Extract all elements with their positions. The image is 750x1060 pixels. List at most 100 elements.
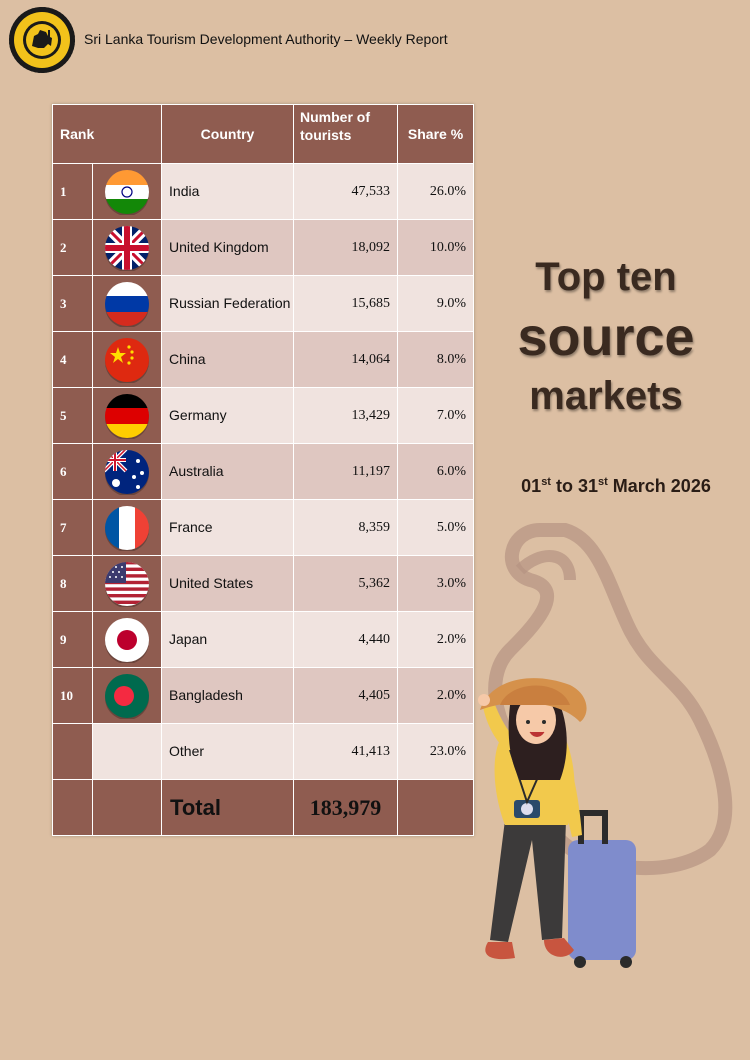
number-cell: 11,197 (293, 443, 399, 500)
table-row: 2 United Kingdom 18,092 10.0% (52, 219, 475, 276)
page-title: Top ten source markets (486, 250, 726, 422)
number-cell: 4,440 (293, 611, 399, 668)
flag-cell (91, 331, 163, 388)
date-separator: to (550, 476, 578, 496)
france-flag-icon (104, 505, 150, 551)
table-row: 5 Germany 13,429 7.0% (52, 387, 475, 444)
india-flag-icon (104, 169, 150, 215)
table-row: 1 India 47,533 26.0% (52, 163, 475, 220)
title-line-3: markets (529, 374, 683, 418)
share-header: Share % (397, 104, 475, 164)
table-row: 4 China 14,064 8.0% (52, 331, 475, 388)
rank-cell: 5 (52, 387, 93, 444)
number-cell: 15,685 (293, 275, 399, 332)
country-cell: Germany (161, 387, 295, 444)
sltda-lion-emblem-icon (9, 7, 75, 73)
number-cell: 14,064 (293, 331, 399, 388)
russia-flag-icon (104, 281, 150, 327)
share-cell: 9.0% (397, 275, 475, 332)
country-cell: United Kingdom (161, 219, 295, 276)
number-header: Number of tourists (293, 104, 399, 164)
country-cell: India (161, 163, 295, 220)
share-cell: 2.0% (397, 667, 475, 724)
flag-cell (91, 499, 163, 556)
date-range: 01st to 31st March 2026 (486, 476, 746, 497)
total-label-cell: Total (161, 779, 295, 836)
country-cell: Russian Federation (161, 275, 295, 332)
total-row: Total 183,979 (52, 779, 475, 836)
report-header: Sri Lanka Tourism Development Authority … (0, 0, 750, 80)
country-cell: Japan (161, 611, 295, 668)
number-cell: 4,405 (293, 667, 399, 724)
title-line-1: Top ten (535, 255, 677, 299)
table-row: 3 Russian Federation 15,685 9.0% (52, 275, 475, 332)
number-cell: 5,362 (293, 555, 399, 612)
table-row: 7 France 8,359 5.0% (52, 499, 475, 556)
total-empty-cell (397, 779, 475, 836)
share-cell: 26.0% (397, 163, 475, 220)
united-states-flag-icon (104, 561, 150, 607)
united-kingdom-flag-icon (104, 225, 150, 271)
report-header-title: Sri Lanka Tourism Development Authority … (84, 31, 448, 47)
traveler-woman-with-suitcase-icon (478, 523, 733, 968)
rank-cell: 2 (52, 219, 93, 276)
table-row: 6 Australia 11,197 6.0% (52, 443, 475, 500)
share-cell: 5.0% (397, 499, 475, 556)
flag-cell (91, 443, 163, 500)
rank-cell: 7 (52, 499, 93, 556)
flag-cell (91, 555, 163, 612)
other-number-cell: 41,413 (293, 723, 399, 780)
number-cell: 47,533 (293, 163, 399, 220)
china-flag-icon (104, 337, 150, 383)
flag-cell (91, 387, 163, 444)
title-line-2: source (517, 307, 695, 367)
total-empty-cell (52, 779, 93, 836)
share-cell: 8.0% (397, 331, 475, 388)
flag-cell (91, 275, 163, 332)
table-row: 9 Japan 4,440 2.0% (52, 611, 475, 668)
total-number-cell: 183,979 (293, 779, 399, 836)
other-row: Other 41,413 23.0% (52, 723, 475, 780)
rank-header: Rank (51, 104, 163, 164)
share-cell: 7.0% (397, 387, 475, 444)
share-cell: 3.0% (397, 555, 475, 612)
country-cell: Bangladesh (161, 667, 295, 724)
rank-cell: 1 (52, 163, 93, 220)
flag-cell (91, 219, 163, 276)
country-cell: Australia (161, 443, 295, 500)
total-empty-cell (91, 779, 163, 836)
japan-flag-icon (104, 617, 150, 663)
rank-cell: 10 (52, 667, 93, 724)
country-cell: China (161, 331, 295, 388)
table-row: 10 Bangladesh 4,405 2.0% (52, 667, 475, 724)
germany-flag-icon (104, 393, 150, 439)
country-header: Country (161, 104, 295, 164)
date-from-suffix: st (541, 476, 551, 488)
rank-cell (52, 723, 93, 780)
table-header-row: Rank Country Number of tourists Share % (51, 104, 475, 164)
number-cell: 8,359 (293, 499, 399, 556)
date-to-suffix: st (598, 476, 608, 488)
rank-cell: 4 (52, 331, 93, 388)
australia-flag-icon (104, 449, 150, 495)
share-cell: 10.0% (397, 219, 475, 276)
table-row: 8 United States 5,362 3.0% (52, 555, 475, 612)
number-cell: 18,092 (293, 219, 399, 276)
other-label-cell: Other (161, 723, 295, 780)
date-from-day: 01 (521, 476, 542, 496)
share-cell: 2.0% (397, 611, 475, 668)
flag-cell (91, 611, 163, 668)
rank-cell: 6 (52, 443, 93, 500)
rank-cell: 3 (52, 275, 93, 332)
flag-cell (91, 163, 163, 220)
other-share-cell: 23.0% (397, 723, 475, 780)
share-cell: 6.0% (397, 443, 475, 500)
flag-cell (91, 723, 163, 780)
rank-cell: 9 (52, 611, 93, 668)
source-markets-table: Rank Country Number of tourists Share % … (51, 104, 475, 836)
country-cell: France (161, 499, 295, 556)
date-to-day: 31 (577, 476, 598, 496)
rank-cell: 8 (52, 555, 93, 612)
country-cell: United States (161, 555, 295, 612)
number-cell: 13,429 (293, 387, 399, 444)
